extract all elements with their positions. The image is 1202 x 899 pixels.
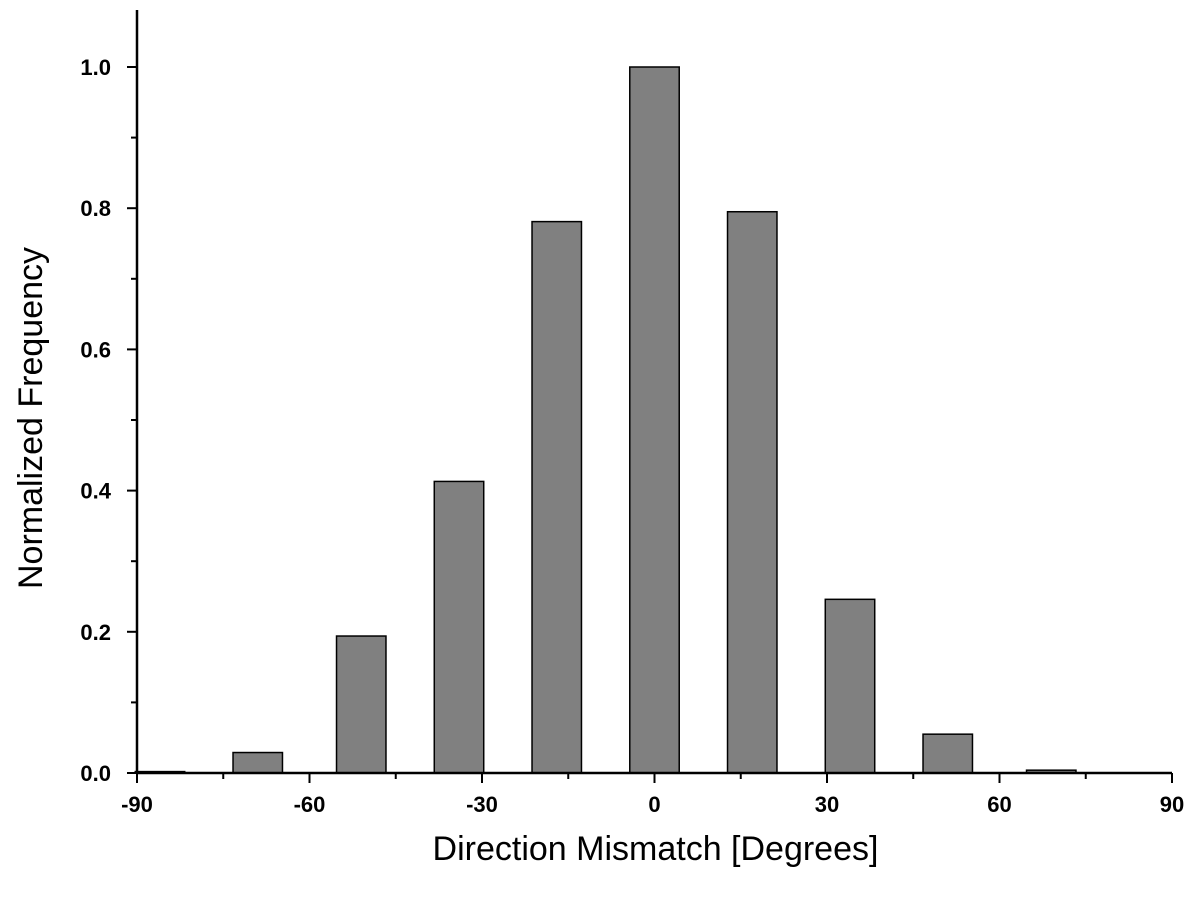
x-tick-label: -60 xyxy=(294,792,326,817)
y-axis-title: Normalized Frequency xyxy=(12,247,50,589)
bar-2 xyxy=(335,635,387,774)
bar-5 xyxy=(629,66,680,774)
bar-4 xyxy=(531,220,583,774)
bar-7 xyxy=(824,598,876,774)
ticks-group: -90 -60 -30 0 30 60 90 0.0 0.2 0.4 0.6 0.8 1.0 xyxy=(80,55,1184,817)
x-tick-label: 0 xyxy=(648,792,660,817)
x-tick-label: 90 xyxy=(1160,792,1184,817)
bar-8 xyxy=(922,733,974,774)
x-tick-label: -90 xyxy=(121,792,153,817)
y-tick-label: 0.2 xyxy=(80,620,111,645)
bars-group xyxy=(134,66,1077,774)
x-tick-label: -30 xyxy=(466,792,498,817)
y-tick-label: 0.4 xyxy=(80,479,111,504)
bar-3 xyxy=(433,480,485,774)
y-tick-label: 0.8 xyxy=(80,196,111,221)
y-tick-label: 0.6 xyxy=(80,337,111,362)
bar-1 xyxy=(232,751,284,774)
bar-6 xyxy=(726,210,778,774)
x-tick-label: 30 xyxy=(815,792,839,817)
x-tick-label: 60 xyxy=(987,792,1011,817)
y-tick-label: 1.0 xyxy=(80,55,111,80)
y-tick-label: 0.0 xyxy=(80,761,111,786)
x-axis-title: Direction Mismatch [Degrees] xyxy=(433,830,879,868)
